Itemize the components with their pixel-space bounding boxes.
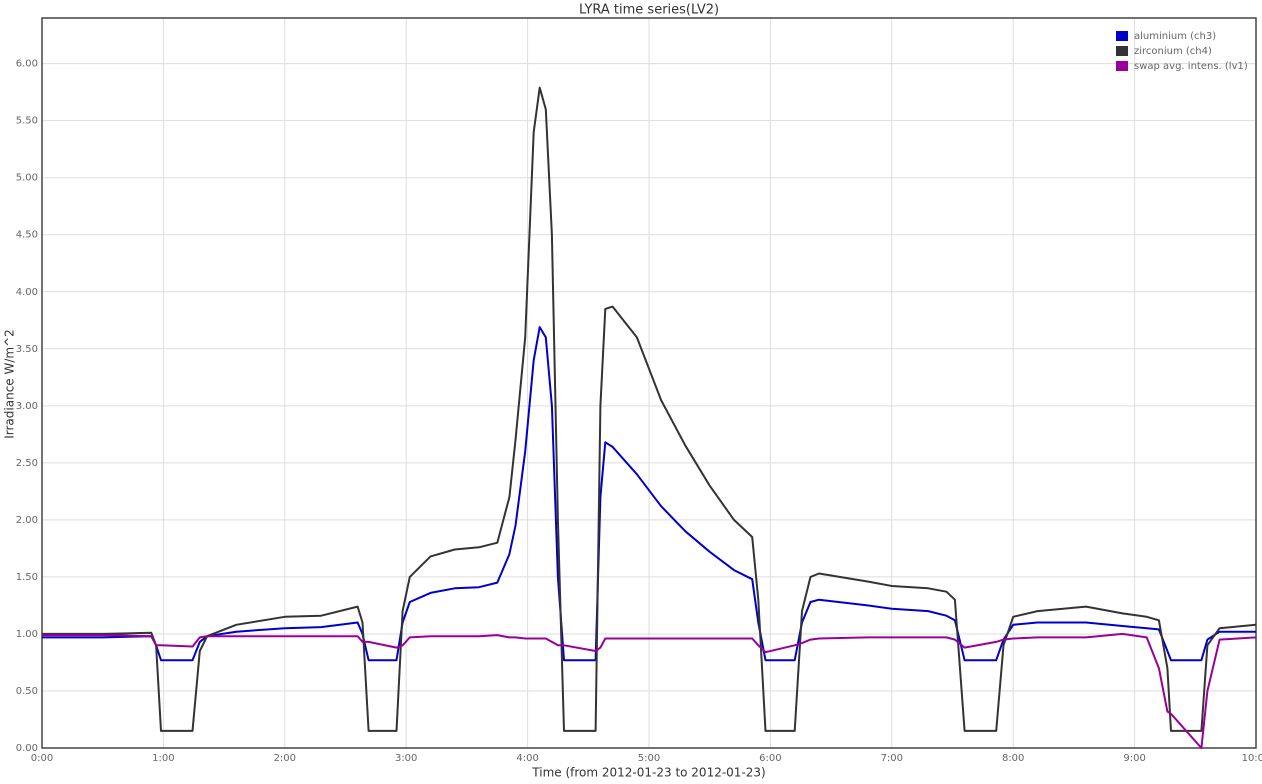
x-tick-label: 2:00 bbox=[274, 753, 296, 764]
legend-label: zirconium (ch4) bbox=[1134, 46, 1212, 57]
x-tick-label: 5:00 bbox=[638, 753, 660, 764]
series-line bbox=[42, 326, 1256, 662]
x-tick-label: 1:00 bbox=[152, 753, 174, 764]
x-tick-label: 3:00 bbox=[395, 753, 417, 764]
x-axis-label: Time (from 2012-01-23 to 2012-01-23) bbox=[531, 766, 765, 780]
plot-frame bbox=[41, 17, 1257, 749]
chart-title: LYRA time series(LV2) bbox=[579, 3, 719, 18]
y-tick-label: 2.00 bbox=[16, 515, 38, 526]
series-line bbox=[42, 632, 1257, 749]
y-tick-label: 0.00 bbox=[16, 743, 38, 754]
legend-swatch bbox=[1116, 61, 1128, 71]
y-tick-label: 0.50 bbox=[16, 686, 38, 697]
x-tick-label: 6:00 bbox=[759, 753, 781, 764]
y-tick-label: 4.00 bbox=[16, 287, 38, 298]
legend-label: aluminium (ch3) bbox=[1134, 31, 1216, 42]
y-tick-label: 4.50 bbox=[16, 230, 38, 241]
x-tick-label: 0:00 bbox=[31, 753, 53, 764]
y-tick-label: 1.50 bbox=[16, 572, 38, 583]
legend-swatch bbox=[1116, 46, 1128, 56]
y-tick-label: 3.00 bbox=[16, 401, 38, 412]
x-tick-label: 9:00 bbox=[1123, 753, 1145, 764]
y-tick-label: 5.00 bbox=[16, 173, 38, 184]
y-axis-label: Irradiance W/m^2 bbox=[3, 329, 17, 439]
y-tick-label: 6.00 bbox=[16, 59, 38, 70]
y-tick-label: 5.50 bbox=[16, 116, 38, 127]
x-tick-label: 4:00 bbox=[516, 753, 538, 764]
x-tick-label: 7:00 bbox=[881, 753, 903, 764]
y-tick-label: 2.50 bbox=[16, 458, 38, 469]
legend-swatch bbox=[1116, 31, 1128, 41]
x-tick-label: 10:00 bbox=[1242, 753, 1262, 764]
legend-label: swap avg. intens. (lv1) bbox=[1134, 61, 1248, 72]
series-line bbox=[42, 86, 1257, 732]
x-tick-label: 8:00 bbox=[1002, 753, 1024, 764]
y-tick-label: 1.00 bbox=[16, 629, 38, 640]
y-tick-label: 3.50 bbox=[16, 344, 38, 355]
